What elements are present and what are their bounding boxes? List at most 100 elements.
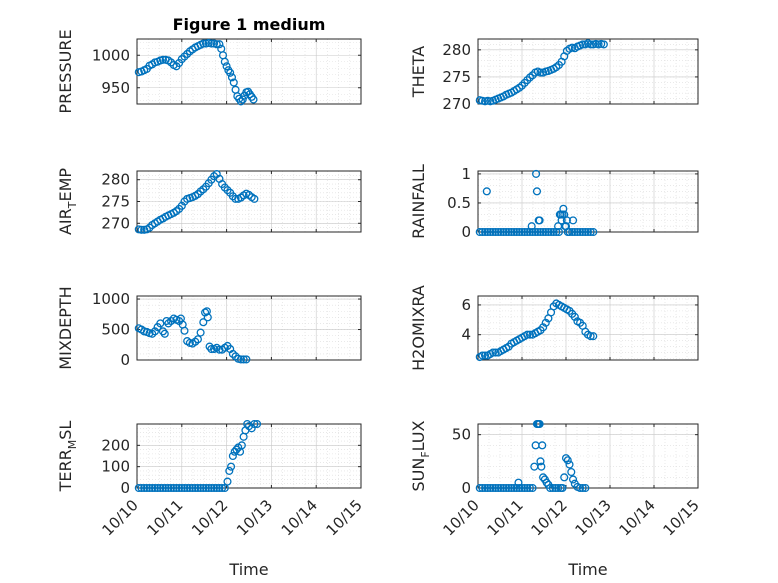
data-point xyxy=(578,483,587,493)
grid xyxy=(136,423,362,489)
data-point xyxy=(158,483,168,493)
data-point xyxy=(215,40,224,49)
data-point xyxy=(207,483,216,493)
axes-box xyxy=(477,38,699,105)
y-axis-label: SUNFLUX xyxy=(409,420,432,491)
data-point xyxy=(478,483,487,493)
subplot-3: 270 275 280 AIRTEMP xyxy=(56,168,362,235)
data-point xyxy=(199,483,208,493)
y-tick-label: 100 xyxy=(101,458,130,476)
data-point xyxy=(512,227,521,237)
y-tick-label: 0 xyxy=(120,479,130,497)
data-point xyxy=(177,483,186,493)
data-point xyxy=(502,227,511,237)
data-point xyxy=(581,483,590,493)
series-air_temp xyxy=(134,170,259,234)
x-tick-label: 10/11 xyxy=(143,496,186,539)
data-point xyxy=(499,227,508,237)
data-point xyxy=(517,483,527,493)
data-point xyxy=(239,355,248,364)
x-tick-label: 10/13 xyxy=(572,496,615,539)
x-tick-label: 10/10 xyxy=(440,496,483,539)
data-point xyxy=(482,187,491,196)
subplot-2: 270 275 280 THETA xyxy=(409,38,699,113)
data-point xyxy=(538,441,547,450)
data-point xyxy=(530,462,539,471)
y-axis-label-tail: EMP xyxy=(56,168,75,202)
data-point xyxy=(199,39,208,48)
subplot-7: 10/10 10/11 10/12 10/13 10/14 10/15 0 100 200 TER… xyxy=(56,419,366,579)
data-point xyxy=(586,40,595,49)
data-point xyxy=(589,332,598,341)
data-point xyxy=(480,483,490,493)
data-point xyxy=(517,227,527,237)
data-point xyxy=(488,348,498,357)
series-terr_msl xyxy=(134,419,262,493)
data-point xyxy=(196,328,205,337)
data-point xyxy=(573,227,582,237)
x-tick-label: 10/13 xyxy=(233,496,276,539)
data-point xyxy=(559,204,568,213)
data-point xyxy=(589,227,598,237)
data-point xyxy=(565,227,574,237)
data-point xyxy=(563,456,572,465)
data-point xyxy=(554,227,564,237)
data-point xyxy=(520,227,529,237)
x-tick-label: 10/14 xyxy=(616,496,659,539)
data-point xyxy=(541,227,550,237)
data-point xyxy=(185,483,194,493)
data-point xyxy=(207,344,216,354)
data-point xyxy=(140,483,149,493)
data-point xyxy=(494,227,503,237)
data-point xyxy=(236,355,245,364)
data-point xyxy=(576,227,585,237)
data-point xyxy=(212,483,221,493)
data-point xyxy=(215,345,224,354)
data-point xyxy=(226,68,235,77)
data-point xyxy=(172,483,181,493)
data-point xyxy=(528,483,537,493)
data-point xyxy=(238,95,247,104)
data-point xyxy=(554,483,563,493)
data-point xyxy=(496,227,505,237)
y-tick-label: 950 xyxy=(101,79,130,97)
axes-box xyxy=(477,423,699,489)
data-point xyxy=(599,40,608,49)
x-tick-label: 10/12 xyxy=(528,496,571,539)
data-point xyxy=(578,40,587,49)
data-point xyxy=(488,227,498,237)
data-point xyxy=(488,483,498,493)
data-point xyxy=(223,477,232,486)
data-point xyxy=(237,441,246,450)
data-point xyxy=(586,332,595,341)
data-point xyxy=(536,227,545,237)
y-tick-label: 0 xyxy=(120,351,130,369)
subplot-5: 0 500 1000 MIXDEPTH xyxy=(56,286,362,370)
y-axis-label-subscript: M xyxy=(66,440,79,450)
data-point xyxy=(142,483,151,493)
y-tick-label: 275 xyxy=(101,193,130,211)
data-point xyxy=(166,483,176,493)
y-axis-label: PRESSURE xyxy=(56,29,75,113)
data-point xyxy=(523,330,532,339)
data-point xyxy=(548,483,557,493)
axes-box xyxy=(477,170,699,233)
data-point xyxy=(478,351,487,360)
y-tick-label: 200 xyxy=(101,436,130,454)
data-point xyxy=(504,483,513,493)
data-point xyxy=(532,169,541,178)
data-point xyxy=(199,318,208,327)
data-point xyxy=(225,466,234,475)
y-tick-label: 500 xyxy=(101,321,130,339)
data-point xyxy=(537,462,546,471)
data-point xyxy=(539,227,548,237)
data-point xyxy=(480,351,490,360)
chart-title: Figure 1 medium xyxy=(173,15,326,34)
data-point xyxy=(510,483,519,493)
data-point xyxy=(229,78,238,87)
data-point xyxy=(196,483,205,493)
data-point xyxy=(201,483,211,493)
data-point xyxy=(532,187,542,196)
y-tick-label: 4 xyxy=(461,326,471,344)
data-point xyxy=(496,483,505,493)
